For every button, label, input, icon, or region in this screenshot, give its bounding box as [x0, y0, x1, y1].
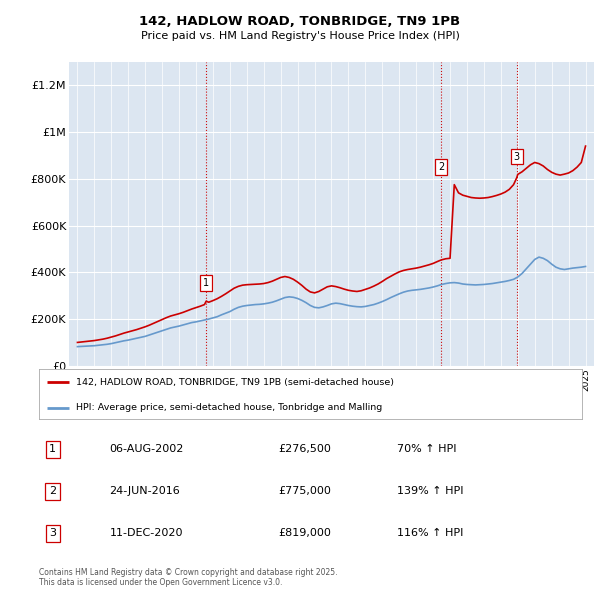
Text: £775,000: £775,000 — [278, 486, 331, 496]
Text: HPI: Average price, semi-detached house, Tonbridge and Malling: HPI: Average price, semi-detached house,… — [76, 404, 382, 412]
Text: 116% ↑ HPI: 116% ↑ HPI — [397, 529, 464, 538]
Text: 139% ↑ HPI: 139% ↑ HPI — [397, 486, 464, 496]
Text: 1: 1 — [203, 278, 209, 289]
Text: 2: 2 — [438, 162, 445, 172]
Text: 142, HADLOW ROAD, TONBRIDGE, TN9 1PB: 142, HADLOW ROAD, TONBRIDGE, TN9 1PB — [139, 15, 461, 28]
Text: 3: 3 — [49, 529, 56, 538]
Text: 70% ↑ HPI: 70% ↑ HPI — [397, 444, 457, 454]
Text: 2: 2 — [49, 486, 56, 496]
Text: Price paid vs. HM Land Registry's House Price Index (HPI): Price paid vs. HM Land Registry's House … — [140, 31, 460, 41]
Text: 142, HADLOW ROAD, TONBRIDGE, TN9 1PB (semi-detached house): 142, HADLOW ROAD, TONBRIDGE, TN9 1PB (se… — [76, 378, 394, 387]
Text: Contains HM Land Registry data © Crown copyright and database right 2025.
This d: Contains HM Land Registry data © Crown c… — [39, 568, 337, 587]
Text: 3: 3 — [514, 152, 520, 162]
Text: 24-JUN-2016: 24-JUN-2016 — [110, 486, 181, 496]
Text: 11-DEC-2020: 11-DEC-2020 — [110, 529, 183, 538]
Text: 1: 1 — [49, 444, 56, 454]
Text: £819,000: £819,000 — [278, 529, 331, 538]
Text: £276,500: £276,500 — [278, 444, 331, 454]
Text: 06-AUG-2002: 06-AUG-2002 — [110, 444, 184, 454]
